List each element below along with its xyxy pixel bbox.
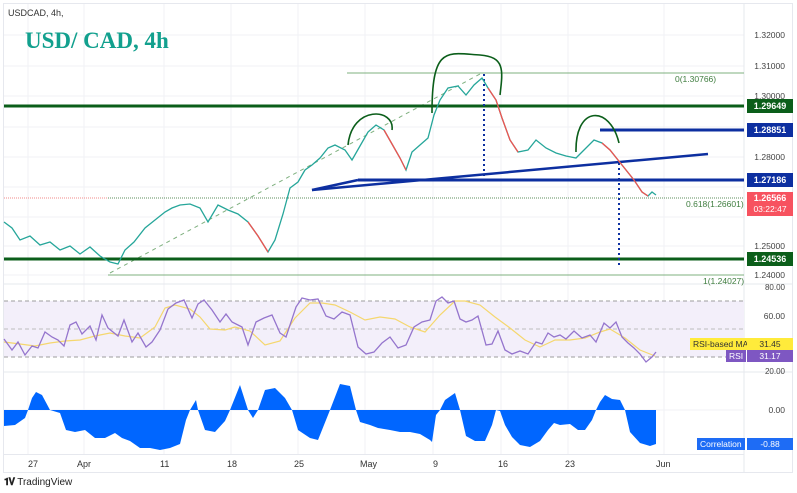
time-axis[interactable]: 27 Apr 11 18 25 May 9 16 23 Jun xyxy=(4,454,744,472)
rsi-ma-label: RSI-based MA xyxy=(690,338,752,350)
price-candles xyxy=(3,76,657,265)
correlation-tick: 0.00 xyxy=(768,405,785,415)
resistance-price-tag: 1.29649 xyxy=(747,99,793,113)
rsi-value: 31.17 xyxy=(747,350,793,362)
tradingview-icon: 𝟏𝐕 xyxy=(4,477,15,488)
price-tick: 1.31000 xyxy=(754,61,785,71)
price-tick: 1.24000 xyxy=(754,270,785,280)
tradingview-logo[interactable]: 𝟏𝐕 TradingView xyxy=(4,477,72,488)
time-tick: Apr xyxy=(77,459,92,469)
time-tick: May xyxy=(360,459,378,469)
time-tick: 16 xyxy=(498,459,509,469)
current-price: 1.26566 xyxy=(753,193,787,203)
symbol-label[interactable]: USDCAD, 4h, xyxy=(8,8,64,18)
neckline-low-price-tag: 1.27186 xyxy=(747,173,793,187)
rsi-label: RSI xyxy=(726,350,747,362)
support-price-tag: 1.24536 xyxy=(747,252,793,266)
right-shoulder-arc xyxy=(575,114,620,153)
fib-1-label: 1(1.24027) xyxy=(703,276,745,286)
brand-name: TradingView xyxy=(17,477,73,488)
fib-0-label: 0(1.30766) xyxy=(675,74,717,84)
chart-frame xyxy=(3,3,793,473)
correlation-label: Correlation xyxy=(697,438,745,450)
time-tick: 18 xyxy=(227,459,238,469)
head-arc xyxy=(431,52,503,114)
price-tick: 1.32000 xyxy=(754,30,785,40)
bar-countdown: 03:22:47 xyxy=(753,204,787,214)
price-tick: 1.28000 xyxy=(754,152,785,162)
current-price-tag: 1.26566 03:22:47 xyxy=(747,192,793,216)
rsi-line xyxy=(3,296,657,363)
time-tick: 25 xyxy=(294,459,305,469)
fib-trend-dashed[interactable] xyxy=(109,73,481,274)
correlation-area xyxy=(4,384,656,450)
price-tick: 1.30000 xyxy=(754,91,785,101)
left-shoulder-arc xyxy=(347,113,393,146)
overlay-title: USD/ CAD, 4h xyxy=(25,28,169,53)
rsi-tick: 80.00 xyxy=(764,283,785,292)
rsi-tick: 20.00 xyxy=(764,367,785,376)
time-tick: 23 xyxy=(565,459,576,469)
time-tick: 11 xyxy=(160,459,170,469)
time-tick: 9 xyxy=(433,459,439,469)
rsi-tick: 60.00 xyxy=(763,311,785,321)
price-tick: 1.25000 xyxy=(754,241,785,251)
neckline-high-price-tag: 1.28851 xyxy=(747,123,793,137)
rsi-ma-line xyxy=(3,300,656,357)
grid-lines xyxy=(4,4,744,454)
time-tick: 27 xyxy=(28,459,39,469)
time-tick: Jun xyxy=(656,459,671,469)
rsi-band xyxy=(4,301,744,357)
rsi-ma-value: 31.45 xyxy=(747,338,793,350)
fib-0618-label: 0.618(1.26601) xyxy=(686,199,744,209)
correlation-value: -0.88 xyxy=(747,438,793,450)
ascending-trendline[interactable] xyxy=(311,152,709,192)
